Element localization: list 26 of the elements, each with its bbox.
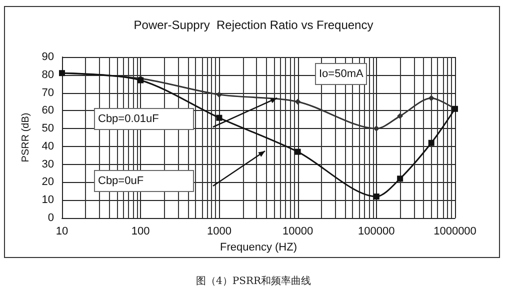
x-tick-label: 1000000 <box>434 226 476 238</box>
note-box: Cbp=0.01uF <box>94 108 194 130</box>
x-tick-label: 10 <box>56 226 68 238</box>
annotation: Cbp=0uF <box>98 175 144 187</box>
y-tick-label: 20 <box>42 176 54 188</box>
y-tick-label: 50 <box>42 122 54 135</box>
y-tick-label: 40 <box>42 140 54 152</box>
y-tick-label: 60 <box>42 104 54 117</box>
y-tick-label: 10 <box>42 194 54 206</box>
annotation: Io=50mA <box>319 68 364 80</box>
y-axis-title: PSRR (dB) <box>20 112 32 162</box>
y-tick-label: 80 <box>42 68 54 81</box>
y-tick-label: 90 <box>42 51 54 63</box>
x-tick-label: 100 <box>131 226 150 238</box>
text: 图（4）PSRR和频率曲线 <box>195 274 312 288</box>
annotation: Cbp=0.01uF <box>98 113 159 125</box>
y-tick-label: 30 <box>42 158 54 170</box>
x-axis-title: Frequency (HZ) <box>220 242 298 254</box>
y-tick-label: 70 <box>42 86 54 99</box>
y-tick-label: 0 <box>48 212 54 224</box>
x-tick-label: 1000 <box>206 226 232 238</box>
note-box: Cbp=0uF <box>94 170 194 192</box>
x-tick-label: 100000 <box>358 226 395 238</box>
note-box: Io=50mA <box>315 63 367 85</box>
x-tick-label: 10000 <box>282 226 314 238</box>
chart-title: Power-Suppry Rejection Ratio vs Frequency <box>134 18 374 32</box>
